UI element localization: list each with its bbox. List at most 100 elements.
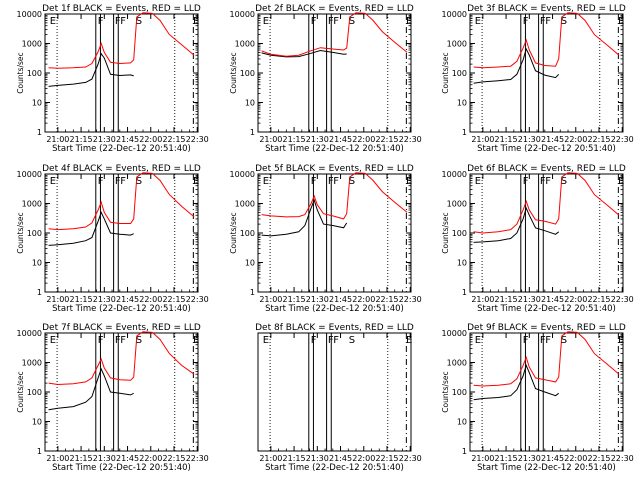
y-tick-label: 10000 bbox=[442, 170, 467, 179]
x-tick-label: 22:00 bbox=[564, 295, 587, 304]
panel-title: Det 7f BLACK = Events, RED = LLD bbox=[42, 323, 201, 333]
marker-letter: S bbox=[349, 16, 355, 27]
marker-letter: S bbox=[349, 176, 355, 187]
marker-letter: E bbox=[618, 176, 624, 187]
y-tick-label: 10 bbox=[32, 418, 42, 427]
marker-letter: F bbox=[311, 335, 317, 346]
x-axis-label: Start Time (22-Dec-12 20:51:40) bbox=[477, 463, 616, 473]
marker-letter: F bbox=[333, 16, 339, 27]
lld-series-line bbox=[473, 12, 620, 69]
plot-frame bbox=[257, 332, 412, 452]
x-tick-label: 22:30 bbox=[399, 454, 422, 463]
plot-frame bbox=[469, 13, 624, 133]
x-tick-label: 21:30 bbox=[518, 295, 541, 304]
y-tick-label: 1 bbox=[37, 128, 42, 137]
marker-letter: E bbox=[618, 16, 624, 27]
x-tick-label: 22:00 bbox=[564, 135, 587, 144]
panel-det-3: Det 3f BLACK = Events, RED = LLD 1 10 100 10… bbox=[441, 4, 634, 154]
x-tick-label: 21:00 bbox=[471, 295, 494, 304]
x-tick-label: 21:15 bbox=[283, 295, 306, 304]
marker-letter: S bbox=[136, 16, 142, 27]
marker-letter: S bbox=[136, 176, 142, 187]
marker-letter: E bbox=[406, 335, 412, 346]
y-tick-label: 1000 bbox=[235, 200, 255, 209]
y-tick-label: 100 bbox=[27, 229, 42, 238]
x-tick-label: 22:15 bbox=[587, 295, 610, 304]
marker-letter: E bbox=[50, 335, 56, 346]
x-tick-label: 22:30 bbox=[186, 295, 209, 304]
x-tick-label: 21:15 bbox=[70, 295, 93, 304]
x-tick-label: 22:00 bbox=[352, 295, 375, 304]
panel-title: Det 3f BLACK = Events, RED = LLD bbox=[467, 4, 626, 14]
marker-letter: F bbox=[98, 176, 104, 187]
marker-letter: S bbox=[561, 176, 567, 187]
marker-letter: E bbox=[618, 335, 624, 346]
x-axis-label: Start Time (22-Dec-12 20:51:40) bbox=[52, 463, 191, 473]
x-tick-label: 22:15 bbox=[162, 295, 185, 304]
x-tick-label: 21:30 bbox=[518, 454, 541, 463]
plot-frame bbox=[44, 173, 199, 293]
x-axis-label: Start Time (22-Dec-12 20:51:40) bbox=[477, 144, 616, 154]
y-tick-label: 10 bbox=[32, 99, 42, 108]
marker-letter: F bbox=[98, 16, 104, 27]
y-tick-label: 10000 bbox=[442, 329, 467, 338]
marker-letter: S bbox=[561, 16, 567, 27]
y-tick-label: 10000 bbox=[442, 10, 467, 19]
y-tick-label: 1000 bbox=[22, 40, 42, 49]
marker-letter: E bbox=[193, 335, 199, 346]
y-tick-label: 10000 bbox=[17, 329, 42, 338]
y-tick-label: 100 bbox=[240, 229, 255, 238]
marker-letter: F bbox=[333, 335, 339, 346]
panel-title: Det 9f BLACK = Events, RED = LLD bbox=[467, 323, 626, 333]
x-tick-label: 21:00 bbox=[259, 295, 282, 304]
y-tick-label: 10 bbox=[457, 99, 467, 108]
panel-title: Det 2f BLACK = Events, RED = LLD bbox=[255, 4, 414, 14]
plot-frame bbox=[44, 13, 199, 133]
plot-frame bbox=[469, 173, 624, 293]
x-tick-label: 21:45 bbox=[116, 295, 139, 304]
x-tick-label: 22:30 bbox=[611, 454, 634, 463]
x-tick-label: 21:45 bbox=[329, 135, 352, 144]
events-series-line bbox=[48, 367, 134, 411]
marker-letter: E bbox=[263, 16, 269, 27]
marker-letter: E bbox=[263, 335, 269, 346]
x-tick-label: 21:30 bbox=[306, 295, 329, 304]
marker-letter: F bbox=[523, 16, 529, 27]
y-tick-label: 1 bbox=[462, 447, 467, 456]
x-tick-label: 22:00 bbox=[139, 135, 162, 144]
events-series-line bbox=[473, 206, 560, 243]
y-tick-label: 100 bbox=[240, 69, 255, 78]
x-tick-label: 21:15 bbox=[495, 295, 518, 304]
x-tick-label: 22:00 bbox=[352, 454, 375, 463]
x-tick-label: 21:15 bbox=[495, 454, 518, 463]
marker-letter: F bbox=[120, 176, 126, 187]
x-tick-label: 22:15 bbox=[587, 135, 610, 144]
x-tick-label: 21:15 bbox=[283, 454, 306, 463]
plot-frame bbox=[469, 332, 624, 452]
y-tick-label: 10 bbox=[245, 99, 255, 108]
x-tick-label: 21:30 bbox=[306, 135, 329, 144]
y-axis-label: Counts/sec bbox=[229, 52, 238, 93]
x-tick-label: 21:15 bbox=[70, 454, 93, 463]
marker-letter: E bbox=[193, 176, 199, 187]
x-tick-label: 22:00 bbox=[564, 454, 587, 463]
y-tick-label: 1 bbox=[250, 128, 255, 137]
y-tick-label: 100 bbox=[452, 229, 467, 238]
marker-letter: F bbox=[333, 176, 339, 187]
y-tick-label: 1000 bbox=[447, 40, 467, 49]
x-tick-label: 21:45 bbox=[116, 454, 139, 463]
lld-series-line bbox=[48, 331, 195, 386]
x-tick-label: 21:15 bbox=[283, 135, 306, 144]
y-tick-label: 1000 bbox=[235, 40, 255, 49]
marker-letter: E bbox=[475, 335, 481, 346]
y-axis-label: Counts/sec bbox=[441, 212, 450, 253]
marker-letter: F bbox=[115, 176, 121, 187]
marker-letter: F bbox=[540, 16, 546, 27]
events-series-line bbox=[48, 211, 134, 246]
panel-det-7: Det 7f BLACK = Events, RED = LLD 1 10 100 10… bbox=[16, 323, 209, 473]
marker-letter: F bbox=[545, 335, 551, 346]
x-tick-label: 22:15 bbox=[162, 454, 185, 463]
x-tick-label: 21:30 bbox=[93, 295, 116, 304]
marker-letter: S bbox=[561, 335, 567, 346]
